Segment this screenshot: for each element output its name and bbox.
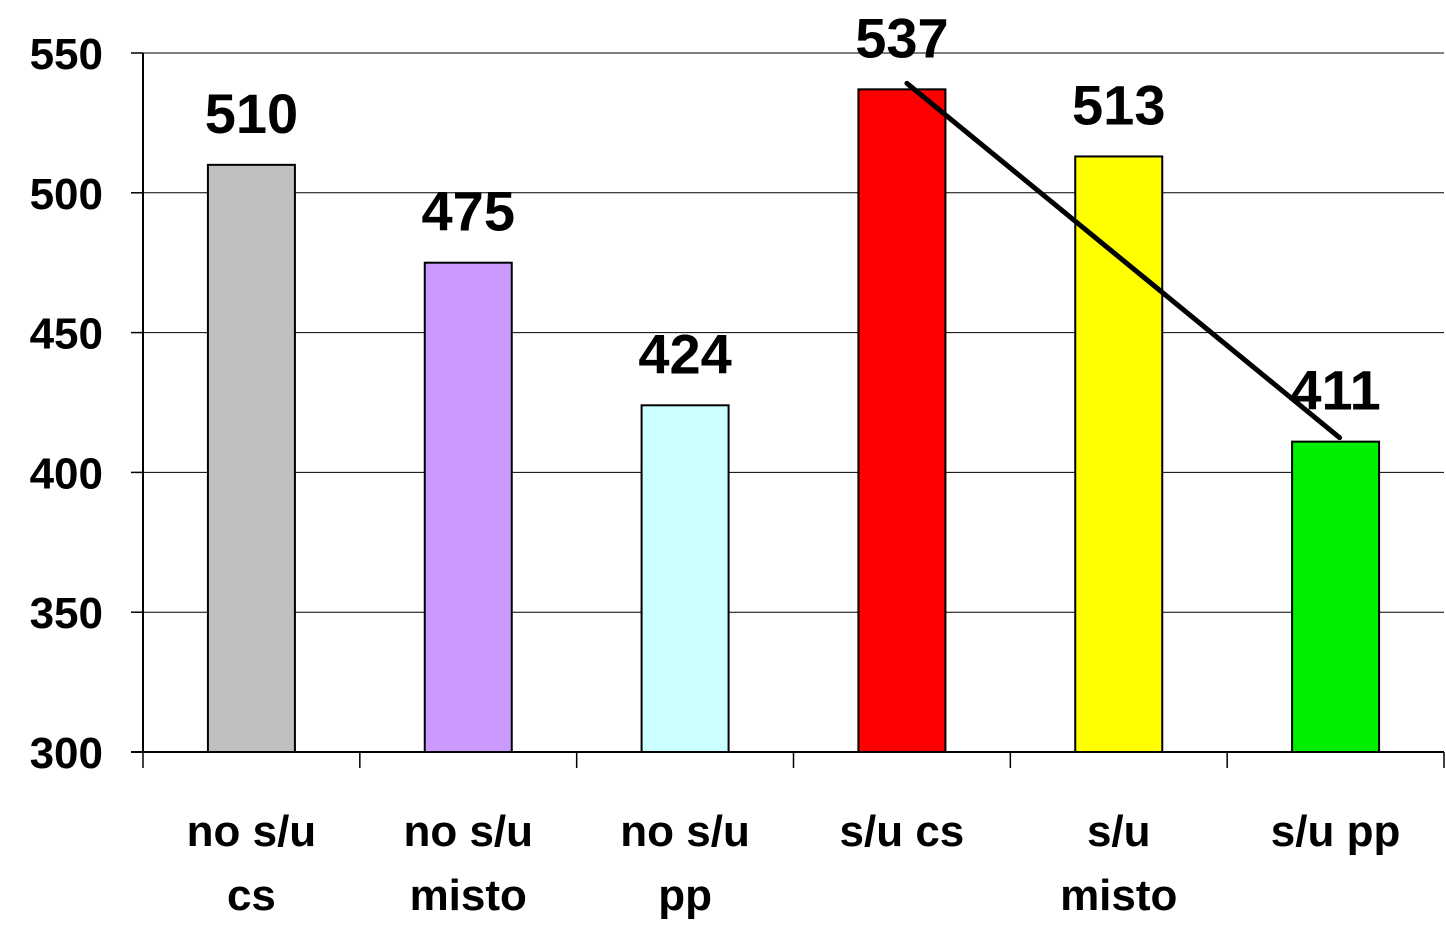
y-tick-label: 450 — [30, 310, 103, 359]
y-tick-label: 350 — [30, 589, 103, 638]
category-label: no s/u pp — [620, 807, 750, 920]
trend-line-group — [904, 80, 1343, 441]
category-label-line: misto — [410, 871, 527, 920]
category-label-line: s/u pp — [1271, 807, 1401, 856]
labels: 300 350 400 450 500 550 510 475 424 537 513 411 no s… — [30, 6, 1401, 920]
category-label-line: s/u — [1087, 807, 1151, 856]
category-label-line: no s/u — [187, 807, 317, 856]
y-tick-label: 550 — [30, 30, 103, 79]
category-label: s/u pp — [1271, 807, 1401, 856]
category-label-line: no s/u — [620, 807, 750, 856]
category-label-line: s/u cs — [840, 807, 965, 856]
bars — [206, 88, 1381, 753]
data-label: 475 — [422, 180, 515, 243]
data-label: 424 — [638, 322, 731, 385]
bar — [423, 261, 513, 753]
category-label: no s/u cs — [187, 807, 317, 920]
data-label: 537 — [855, 6, 948, 69]
category-label-line: pp — [658, 871, 712, 920]
category-label: s/u cs — [840, 807, 965, 856]
data-label: 510 — [205, 82, 298, 145]
y-tick-label: 300 — [30, 729, 103, 778]
bar — [206, 163, 296, 753]
bar — [640, 404, 730, 753]
y-tick-label: 500 — [30, 170, 103, 219]
category-label: no s/u misto — [403, 807, 533, 920]
bar — [857, 88, 947, 753]
y-tick-label: 400 — [30, 449, 103, 498]
gridlines — [143, 52, 1444, 613]
data-label: 513 — [1072, 73, 1165, 136]
bar — [1074, 155, 1164, 753]
category-label-line: cs — [227, 871, 276, 920]
axes — [131, 52, 1445, 768]
category-label-line: no s/u — [403, 807, 533, 856]
category-label-line: misto — [1060, 871, 1177, 920]
trend-line — [904, 80, 1343, 441]
data-label: 411 — [1290, 359, 1380, 422]
bar — [1291, 440, 1381, 753]
category-label: s/u misto — [1060, 807, 1177, 920]
